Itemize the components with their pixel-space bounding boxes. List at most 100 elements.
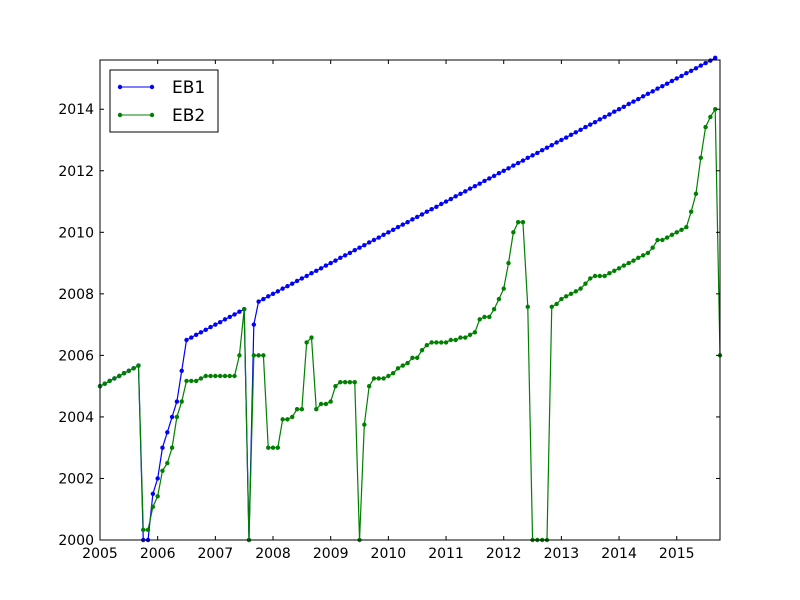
data-point-eb1 (217, 319, 223, 325)
data-point-eb2 (448, 337, 454, 343)
legend-marker-eb2 (149, 112, 155, 118)
data-point-eb2 (117, 373, 122, 379)
data-point-eb2 (174, 414, 180, 420)
data-point-eb2 (261, 353, 266, 358)
data-point-eb2 (693, 191, 699, 197)
data-point-eb2 (688, 209, 694, 214)
data-point-eb1 (544, 145, 550, 150)
data-point-eb2 (126, 368, 132, 373)
data-point-eb1 (655, 86, 660, 91)
data-point-eb2 (491, 307, 497, 312)
data-point-eb2 (328, 399, 333, 404)
data-point-eb2 (650, 245, 655, 250)
data-point-eb1 (371, 237, 377, 243)
data-point-eb1 (290, 281, 295, 286)
data-point-eb1 (688, 68, 694, 73)
data-point-eb1 (280, 286, 285, 291)
data-point-eb2 (145, 527, 151, 533)
data-point-eb1 (237, 309, 242, 314)
data-point-eb1 (612, 109, 617, 114)
data-point-eb1 (511, 163, 516, 168)
data-point-eb1 (165, 430, 170, 435)
data-point-eb2 (703, 124, 708, 130)
data-point-eb2 (294, 407, 300, 412)
data-point-eb2 (664, 235, 670, 240)
x-tick-label: 2006 (140, 546, 176, 562)
data-point-eb1 (458, 191, 463, 197)
data-point-eb1 (410, 217, 415, 222)
data-point-eb2 (669, 232, 675, 237)
data-point-eb2 (400, 363, 405, 368)
data-point-eb1 (559, 137, 564, 143)
data-point-eb2 (256, 353, 261, 358)
legend-marker-eb1 (117, 84, 123, 90)
data-point-eb1 (189, 335, 194, 340)
data-point-eb2 (410, 355, 415, 361)
data-point-eb2 (515, 219, 521, 225)
data-point-eb2 (131, 366, 136, 371)
data-point-eb1 (294, 278, 300, 284)
data-point-eb1 (592, 119, 598, 125)
legend-box (109, 69, 219, 133)
data-point-eb1 (285, 283, 290, 289)
data-point-eb2 (184, 378, 189, 384)
data-point-eb1 (525, 155, 530, 161)
x-tick-label: 2014 (601, 546, 637, 562)
data-point-eb2 (674, 230, 679, 235)
data-point-eb2 (573, 289, 579, 294)
data-point-eb1 (660, 83, 665, 89)
data-point-eb2 (347, 379, 353, 385)
data-point-eb1 (357, 245, 362, 250)
data-point-eb2 (198, 376, 204, 381)
data-point-eb2 (429, 340, 434, 345)
data-point-eb1 (386, 230, 391, 235)
data-point-eb2 (563, 294, 569, 299)
data-point-eb2 (227, 373, 232, 379)
data-point-eb1 (251, 322, 257, 327)
data-point-eb2 (636, 255, 641, 261)
data-point-eb2 (477, 317, 482, 322)
data-point-eb1 (472, 183, 478, 189)
data-point-eb2 (390, 371, 396, 376)
data-point-eb2 (583, 281, 588, 286)
data-point-eb1 (631, 99, 636, 104)
data-point-eb2 (342, 379, 348, 385)
data-point-eb2 (213, 373, 218, 379)
data-point-eb2 (193, 378, 199, 384)
data-point-eb1 (650, 89, 655, 94)
data-point-eb2 (415, 355, 420, 361)
data-point-eb1 (463, 189, 468, 194)
data-point-eb1 (640, 94, 646, 99)
data-point-eb1 (588, 122, 593, 127)
series-line-eb2 (99, 107, 721, 541)
data-point-eb1 (338, 255, 343, 261)
data-point-eb2 (554, 301, 559, 307)
data-point-eb1 (256, 299, 261, 304)
legend-label-eb2: EB2 (172, 106, 205, 126)
legend-label-eb1: EB1 (172, 78, 205, 98)
data-point-eb2 (333, 383, 338, 389)
data-point-eb2 (453, 337, 458, 343)
data-point-eb1 (645, 91, 651, 97)
data-point-eb2 (314, 407, 319, 412)
y-tick-label: 2010 (58, 225, 94, 241)
data-point-eb2 (645, 250, 651, 256)
y-tick-label: 2012 (58, 164, 94, 180)
data-point-eb2 (568, 291, 574, 297)
data-point-eb2 (424, 343, 430, 348)
data-point-eb2 (371, 376, 377, 381)
data-point-eb2 (602, 273, 607, 279)
data-point-eb2 (285, 417, 290, 422)
data-point-eb1 (160, 445, 165, 450)
data-point-eb1 (674, 76, 679, 81)
data-point-eb2 (592, 273, 598, 279)
data-point-eb1 (549, 143, 554, 148)
data-point-eb1 (607, 112, 612, 117)
data-point-eb2 (684, 224, 689, 230)
data-point-eb2 (525, 304, 530, 309)
data-point-eb2 (597, 273, 603, 279)
data-point-eb2 (679, 227, 684, 233)
data-point-eb1 (213, 322, 218, 327)
series-layer (97, 55, 723, 543)
data-point-eb1 (328, 260, 333, 266)
